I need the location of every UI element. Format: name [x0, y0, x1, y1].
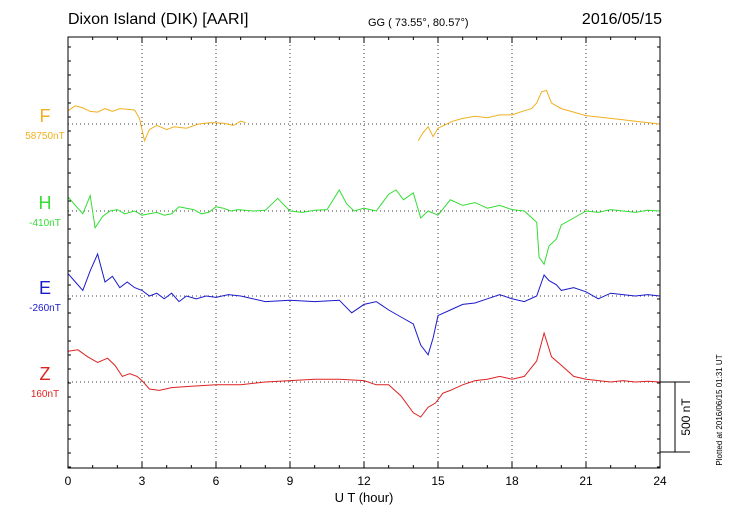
- series-labels: F 58750nT H -410nT E -260nT Z 160nT: [25, 106, 64, 400]
- trace-f: [417, 89, 661, 142]
- series-label-h: H: [39, 193, 52, 213]
- x-tick-label: 18: [505, 474, 519, 488]
- series-label-z: Z: [40, 364, 51, 384]
- date-label: 2016/05/15: [581, 11, 662, 28]
- trace-f: [67, 105, 246, 143]
- x-axis-label: U T (hour): [335, 490, 394, 505]
- plotted-note: Plotted at 2016/06/15 01:31 UT: [715, 354, 724, 465]
- baseline-label-e: -260nT: [29, 303, 61, 314]
- trace-e: [67, 252, 661, 356]
- series-label-f: F: [40, 106, 51, 126]
- x-tick-label: 9: [287, 474, 294, 488]
- trace-h: [67, 189, 661, 266]
- scale-bar: 500 nT: [660, 381, 693, 453]
- traces: [67, 89, 661, 418]
- station-title: Dixon Island (DIK) [AARI]: [68, 11, 249, 28]
- baseline-label-h: -410nT: [29, 218, 61, 229]
- x-tick-label: 21: [579, 474, 593, 488]
- trace-z: [67, 331, 661, 418]
- x-tick-label: 15: [431, 474, 445, 488]
- scale-bar-label: 500 nT: [679, 398, 693, 436]
- x-tick-label: 0: [65, 474, 72, 488]
- series-label-e: E: [39, 278, 51, 298]
- baseline-label-z: 160nT: [31, 389, 59, 400]
- grid: [68, 37, 660, 468]
- x-axis: 0 3 6 9 12 15 18 21 24: [65, 37, 667, 488]
- x-tick-label: 12: [357, 474, 371, 488]
- x-tick-label: 24: [653, 474, 667, 488]
- baseline-label-f: 58750nT: [25, 131, 64, 142]
- x-tick-label: 6: [213, 474, 220, 488]
- geographic-coordinates: GG ( 73.55°, 80.57°): [368, 17, 469, 29]
- x-tick-label: 3: [139, 474, 146, 488]
